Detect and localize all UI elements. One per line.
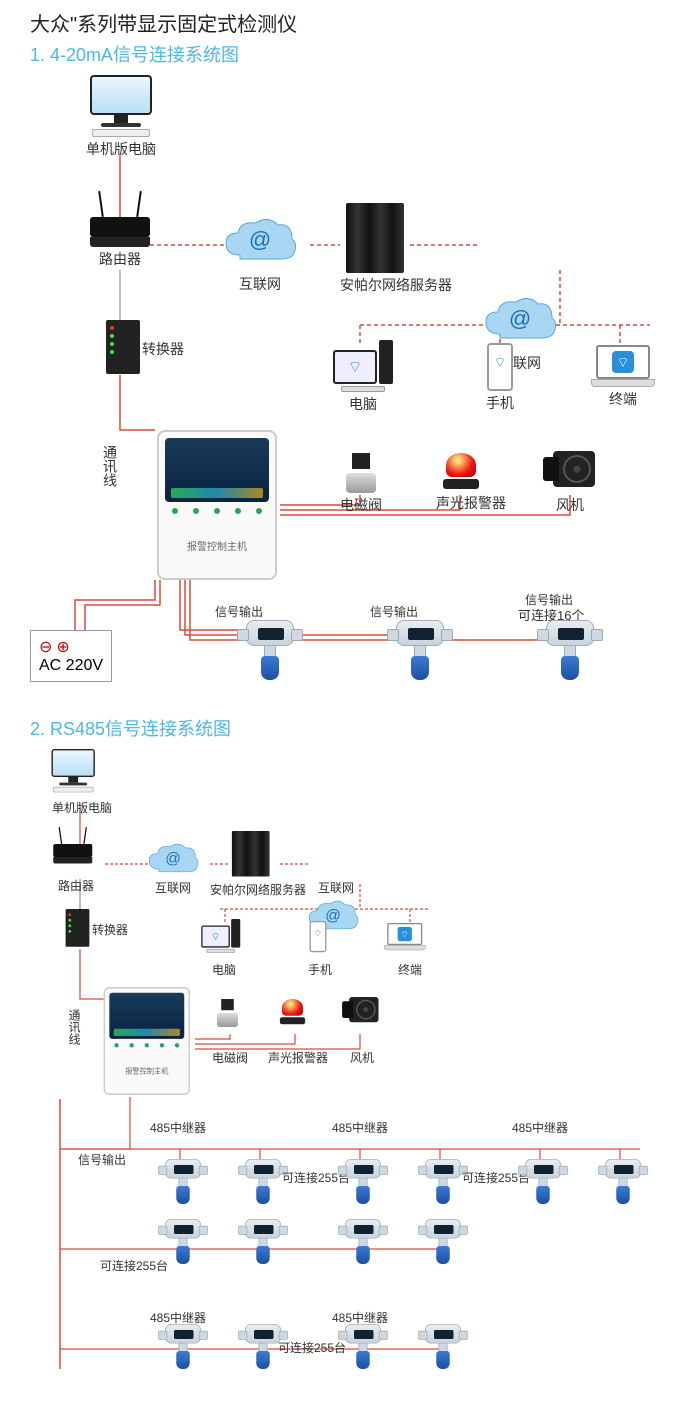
s2-sensor-b4 xyxy=(417,1324,470,1369)
s2-router-label: 路由器 xyxy=(58,877,94,894)
s2-sensor-t3 xyxy=(337,1159,390,1204)
s2-converter-label: 转换器 xyxy=(92,921,128,938)
sig-out-1: 信号输出 xyxy=(215,603,263,620)
s2-fan-label: 风机 xyxy=(350,1049,374,1066)
s2-alarm-label: 声光报警器 xyxy=(268,1049,328,1066)
s2-sensor-m3 xyxy=(337,1219,390,1264)
alarm-label: 声光报警器 xyxy=(436,493,486,513)
phone-icon: ⌔ 手机 xyxy=(480,343,520,413)
svg-text:@: @ xyxy=(249,227,271,252)
s2-sensor-m4 xyxy=(417,1219,470,1264)
s2-phone-icon: ⌔ xyxy=(305,921,331,952)
s2-sensor-m1 xyxy=(157,1219,210,1264)
diagram-2: 单机版电脑 路由器 @ 互联网 安帕尔网络服务器 @ 互联网 转换器 ⌔ 电脑 … xyxy=(0,749,700,1409)
router-icon: 路由器 xyxy=(85,217,155,269)
cloud1-label: 互联网 xyxy=(220,274,300,294)
host-panel-text: 报警控制主机 xyxy=(165,538,269,553)
phone-label: 手机 xyxy=(480,393,520,413)
s2-comm-line-label: 通讯线 xyxy=(66,1009,83,1045)
s2-valve-icon xyxy=(210,999,245,1027)
fan-icon: 风机 xyxy=(540,451,600,515)
s2-sensor-t5 xyxy=(517,1159,570,1204)
valve-label: 电磁阀 xyxy=(336,495,386,515)
pc-label: 电脑 xyxy=(328,394,398,414)
sensor-2-icon xyxy=(385,620,455,680)
sig-out-2: 信号输出 xyxy=(370,603,418,620)
s2-phone-label: 手机 xyxy=(308,961,332,978)
s2-pc-single-icon xyxy=(48,749,98,792)
converter-icon xyxy=(98,320,148,374)
s2-pc-single-label: 单机版电脑 xyxy=(52,799,112,816)
s2-fan-icon xyxy=(340,997,382,1026)
s2-cloud1-label: 互联网 xyxy=(155,879,191,896)
ac-box: ⊖⊕ AC 220V xyxy=(30,630,112,682)
s2-pc-icon: ⌔ xyxy=(198,919,244,953)
s2-terminal-label: 终端 xyxy=(398,961,422,978)
cloud1-icon: @ 互联网 xyxy=(220,215,300,294)
s2-cloud1-icon: @ xyxy=(145,841,201,881)
server-icon: 安帕尔网络服务器 xyxy=(340,203,410,295)
s2-host-panel-icon: 报警控制主机 xyxy=(100,987,194,1095)
ac-label: AC 220V xyxy=(39,657,103,674)
alarm-icon: 声光报警器 xyxy=(436,453,486,513)
converter-label: 转换器 xyxy=(142,339,184,359)
s2-sig-out: 信号输出 xyxy=(78,1151,126,1168)
page-title: 大众"系列带显示固定式检测仪 xyxy=(0,0,700,41)
section2-subtitle: 2. RS485信号连接系统图 xyxy=(0,715,700,749)
s2-converter-icon xyxy=(60,909,95,947)
s2-terminal-icon: ⌔ xyxy=(382,923,428,950)
s2-router-icon xyxy=(50,844,96,864)
terminal-label: 终端 xyxy=(588,389,658,409)
s2-sensor-t6 xyxy=(597,1159,650,1204)
s2-valve-label: 电磁阀 xyxy=(212,1049,248,1066)
s2-pc-label: 电脑 xyxy=(212,961,236,978)
router-label: 路由器 xyxy=(85,249,155,269)
pc-icon: ⌔ 电脑 xyxy=(328,340,398,414)
pc-single-icon: 单机版电脑 xyxy=(85,75,157,159)
s2-rep-1: 485中继器 xyxy=(150,1119,206,1136)
s2-host-panel-text: 报警控制主机 xyxy=(109,1065,184,1076)
sensor-1-icon xyxy=(235,620,305,680)
sensor-3-icon xyxy=(535,620,605,680)
svg-text:@: @ xyxy=(165,850,181,867)
diagram-1: 单机版电脑 路由器 @ 互联网 安帕尔网络服务器 @ 互联网 转换器 通讯线 xyxy=(0,75,700,715)
s2-sensor-b3 xyxy=(337,1324,390,1369)
pc-single-label: 单机版电脑 xyxy=(85,139,157,159)
svg-text:@: @ xyxy=(509,306,531,331)
s2-server-label: 安帕尔网络服务器 xyxy=(210,881,306,898)
s2-alarm-icon xyxy=(275,999,310,1026)
s2-cloud2-label: 互联网 xyxy=(318,879,354,896)
terminal-icon: ⌔ 终端 xyxy=(588,345,658,409)
s2-sensor-m2 xyxy=(237,1219,290,1264)
s2-sensor-t1 xyxy=(157,1159,210,1204)
section1-subtitle: 1. 4-20mA信号连接系统图 xyxy=(0,41,700,75)
s2-rep-3: 485中继器 xyxy=(512,1119,568,1136)
server-label: 安帕尔网络服务器 xyxy=(340,275,410,295)
comm-line-label: 通讯线 xyxy=(100,445,120,487)
valve-icon: 电磁阀 xyxy=(336,453,386,515)
s2-sensor-b1 xyxy=(157,1324,210,1369)
host-panel-icon: 报警控制主机 xyxy=(152,430,282,580)
s2-rep-2: 485中继器 xyxy=(332,1119,388,1136)
s2-server-icon xyxy=(228,831,274,877)
fan-label: 风机 xyxy=(540,495,600,515)
